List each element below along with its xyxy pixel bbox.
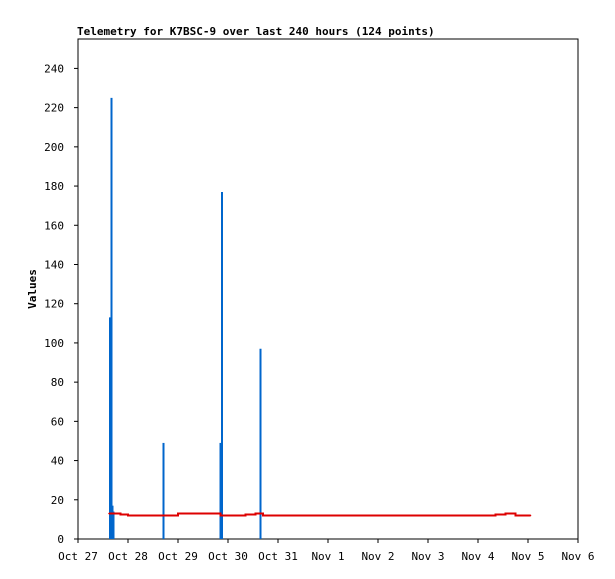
line-point (177, 512, 179, 515)
x-tick-label: Nov 1 (311, 550, 344, 563)
line-point (219, 514, 222, 517)
impulse-series (109, 97, 262, 539)
line-point (504, 512, 507, 515)
y-tick-label: 160 (44, 219, 64, 232)
line-point (514, 514, 517, 517)
x-tick-label: Oct 31 (258, 550, 298, 563)
y-tick-label: 200 (44, 141, 64, 154)
chart-title: Telemetry for K7BSC-9 over last 240 hour… (77, 25, 435, 38)
x-tick-label: Oct 30 (208, 550, 248, 563)
line-point (254, 512, 257, 515)
line-point (262, 514, 264, 517)
line-point (529, 514, 532, 517)
plot-area (77, 38, 579, 540)
line-point (127, 514, 129, 517)
y-tick-label: 40 (51, 455, 64, 468)
x-tick-label: Nov 5 (511, 550, 544, 563)
y-tick-label: 60 (51, 415, 64, 428)
line-point (494, 513, 497, 516)
line-point (119, 513, 122, 516)
line-point (479, 514, 482, 517)
step-line-mark (109, 512, 531, 517)
line-point (239, 514, 242, 517)
line-point (167, 514, 169, 517)
y-tick-label: 20 (51, 494, 64, 507)
y-tick-label: 100 (44, 337, 64, 350)
line-point (114, 512, 117, 515)
line-point (214, 512, 217, 515)
y-tick-label: 120 (44, 298, 64, 311)
y-tick-label: 180 (44, 180, 64, 193)
y-axis-label: Values (26, 269, 39, 309)
x-tick-label: Oct 29 (158, 550, 198, 563)
line-point (244, 513, 247, 516)
y-tick-label: 240 (44, 62, 64, 75)
y-tick-label: 220 (44, 102, 64, 115)
x-tick-label: Nov 6 (561, 550, 594, 563)
y-tick-label: 80 (51, 376, 64, 389)
line-series (108, 512, 532, 517)
x-tick-label: Nov 4 (461, 550, 494, 563)
y-axis-ticks: 0 20 40 60 80 100 120 140 160 180 200 220 240 (44, 62, 78, 546)
y-tick-label: 0 (57, 533, 64, 546)
line-point (108, 512, 110, 515)
x-tick-label: Oct 27 (58, 550, 98, 563)
x-tick-label: Nov 2 (361, 550, 394, 563)
x-tick-label: Nov 3 (411, 550, 444, 563)
x-axis-ticks: Oct 27 Oct 28 Oct 29 Oct 30 Oct 31 Nov 1 Nov 2… (58, 539, 595, 563)
y-tick-label: 140 (44, 258, 64, 271)
x-tick-label: Oct 28 (108, 550, 148, 563)
